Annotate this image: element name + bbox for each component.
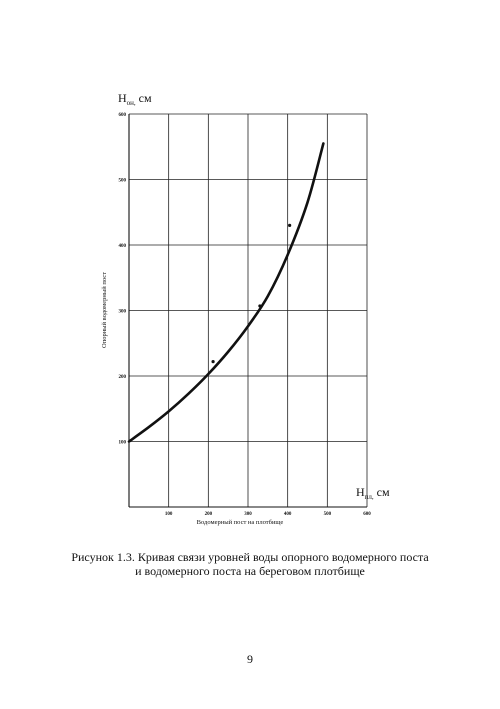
y-axis-subscript: он, [127,99,136,107]
x-axis-unit: см [377,485,390,499]
y-tick-label: 300 [119,310,127,315]
y-tick-label: 500 [119,179,127,184]
level-relation-chart: 100 200 300 400 500 600 100 200 300 400 500 600 Hо… [101,91,390,526]
y-axis-symbol: H [118,91,127,105]
x-tick-labels: 100 200 300 400 500 600 [165,512,371,517]
observation-point [211,359,215,364]
series [127,142,325,443]
x-tick-label: 100 [165,512,173,517]
x-tick-label: 200 [205,512,213,517]
caption-line-1: Рисунок 1.3. Кривая связи уровней воды о… [71,550,429,564]
x-tick-label: 500 [324,512,332,517]
caption-line-2: и водомерного поста на береговом плотбищ… [135,564,365,578]
x-tick-label: 400 [284,512,292,517]
observation-point [288,223,292,227]
y-tick-labels: 100 200 300 400 500 600 [119,113,127,446]
y-axis-unit: см [139,91,152,105]
page-number: 9 [247,652,253,666]
x-axis-title: Hпл, см [356,485,390,501]
x-axis-label: Водомерный пост на плотбище [197,519,284,526]
y-tick-label: 100 [119,441,127,446]
x-tick-label: 600 [363,512,371,517]
x-tick-label: 300 [244,512,252,517]
observation-point [258,304,262,308]
y-tick-label: 400 [119,244,127,249]
x-axis-subscript: пл, [365,493,374,501]
x-axis-symbol: H [356,485,365,499]
grid [129,113,368,507]
y-axis-label: Опорный водомерный пост [101,272,108,348]
y-tick-label: 200 [119,375,127,380]
figure-caption: Рисунок 1.3. Кривая связи уровней воды о… [40,550,460,578]
rating-curve-line [127,142,325,443]
y-tick-label: 600 [119,113,127,118]
y-axis-title: Hон, см [118,91,152,107]
